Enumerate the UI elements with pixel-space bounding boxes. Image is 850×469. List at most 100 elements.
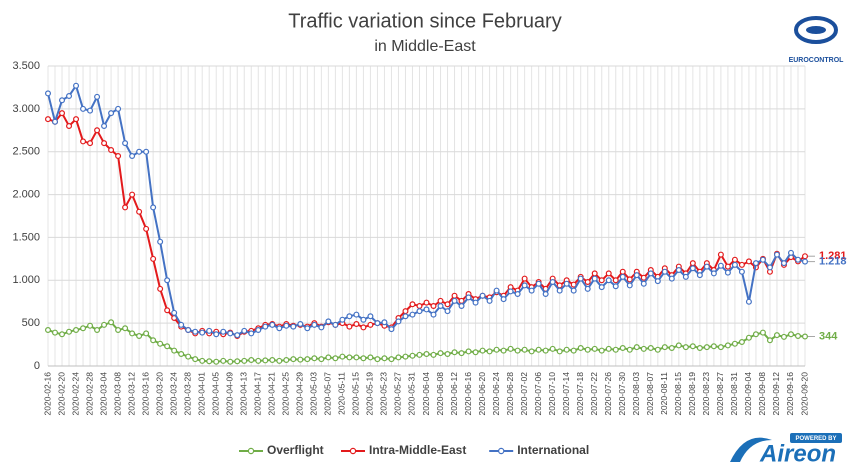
- aireon-logo: POWERED BY Aireon: [730, 433, 842, 467]
- data-point: [157, 340, 164, 347]
- data-point: [542, 291, 549, 298]
- data-point: [101, 122, 108, 129]
- x-tick-label: 2020-04-21: [267, 372, 277, 416]
- data-point: [640, 274, 647, 281]
- legend-marker: [247, 447, 255, 455]
- data-point: [500, 347, 507, 354]
- data-point: [353, 354, 360, 361]
- data-point: [199, 357, 206, 364]
- data-point: [458, 350, 465, 357]
- data-point: [605, 345, 612, 352]
- data-point: [178, 351, 185, 358]
- data-point: [115, 327, 122, 334]
- data-point: [444, 301, 451, 308]
- data-point: [164, 343, 171, 350]
- x-tick-label: 2020-07-26: [603, 372, 613, 416]
- data-point: [528, 348, 535, 355]
- data-point: [731, 256, 738, 263]
- x-tick-label: 2020-02-24: [70, 372, 80, 416]
- x-tick-label: 2020-07-14: [561, 372, 571, 416]
- logo-tag: [790, 433, 842, 443]
- data-point: [437, 297, 444, 304]
- data-point: [66, 92, 73, 99]
- data-point: [164, 277, 171, 284]
- data-point: [80, 105, 87, 112]
- data-point: [136, 208, 143, 215]
- data-point: [409, 352, 416, 359]
- data-point: [192, 328, 199, 335]
- data-point: [619, 345, 626, 352]
- data-point: [262, 357, 269, 364]
- data-point: [745, 298, 752, 305]
- data-point: [500, 296, 507, 303]
- data-point: [129, 153, 136, 160]
- data-point: [409, 301, 416, 308]
- data-point: [451, 292, 458, 299]
- data-point: [402, 353, 409, 360]
- x-tick-label: 2020-08-31: [729, 372, 739, 416]
- data-point: [115, 105, 122, 112]
- data-point: [444, 308, 451, 315]
- x-tick-label: 2020-08-03: [631, 372, 641, 416]
- data-point: [535, 346, 542, 353]
- x-tick-label: 2020-06-08: [435, 372, 445, 416]
- data-point: [451, 297, 458, 304]
- y-tick-label: 2.500: [12, 146, 40, 158]
- data-point: [325, 354, 332, 361]
- data-point: [612, 283, 619, 290]
- data-point: [297, 321, 304, 328]
- data-point: [206, 358, 213, 365]
- data-point: [654, 346, 661, 353]
- data-point: [157, 285, 164, 292]
- x-tick-label: 2020-09-08: [757, 372, 767, 416]
- data-point: [101, 140, 108, 147]
- data-point: [381, 319, 388, 326]
- x-tick-label: 2020-04-01: [196, 372, 206, 416]
- data-point: [59, 110, 66, 117]
- data-point: [738, 339, 745, 346]
- data-point: [528, 287, 535, 294]
- x-tick-label: 2020-07-02: [519, 372, 529, 416]
- data-point: [269, 357, 276, 364]
- data-point: [766, 337, 773, 344]
- data-point: [122, 325, 129, 332]
- data-point: [437, 303, 444, 310]
- x-tick-label: 2020-08-07: [645, 372, 655, 416]
- data-point: [675, 267, 682, 274]
- data-point: [731, 340, 738, 347]
- x-tick-label: 2020-06-12: [449, 372, 459, 416]
- data-point: [591, 275, 598, 282]
- data-point: [143, 225, 150, 232]
- data-point: [472, 349, 479, 356]
- logo-text: Aireon: [759, 440, 836, 467]
- data-point: [689, 260, 696, 267]
- x-tick-label: 2020-04-29: [295, 372, 305, 416]
- data-point: [234, 358, 241, 365]
- chart-title: Traffic variation since February: [288, 10, 561, 32]
- data-point: [514, 291, 521, 298]
- data-point: [339, 353, 346, 360]
- data-point: [619, 273, 626, 280]
- data-point: [514, 347, 521, 354]
- logo-text: EUROCONTROL: [789, 57, 845, 64]
- y-tick-label: 1.500: [12, 231, 40, 243]
- data-point: [773, 332, 780, 339]
- data-point: [388, 356, 395, 363]
- data-point: [479, 292, 486, 299]
- data-point: [689, 265, 696, 272]
- data-point: [87, 322, 94, 329]
- data-point: [598, 284, 605, 291]
- data-point: [486, 297, 493, 304]
- data-point: [745, 334, 752, 341]
- data-point: [353, 321, 360, 328]
- data-point: [640, 345, 647, 352]
- x-tick-label: 2020-03-28: [182, 372, 192, 416]
- x-tick-label: 2020-07-30: [617, 372, 627, 416]
- data-point: [717, 251, 724, 258]
- logo-tag-text: POWERED BY: [795, 436, 836, 442]
- x-tick-label: 2020-08-19: [687, 372, 697, 416]
- logo-swoosh: [730, 437, 772, 462]
- data-point: [129, 191, 136, 198]
- x-tick-label: 2020-06-24: [491, 372, 501, 416]
- y-tick-label: 3.000: [12, 103, 40, 115]
